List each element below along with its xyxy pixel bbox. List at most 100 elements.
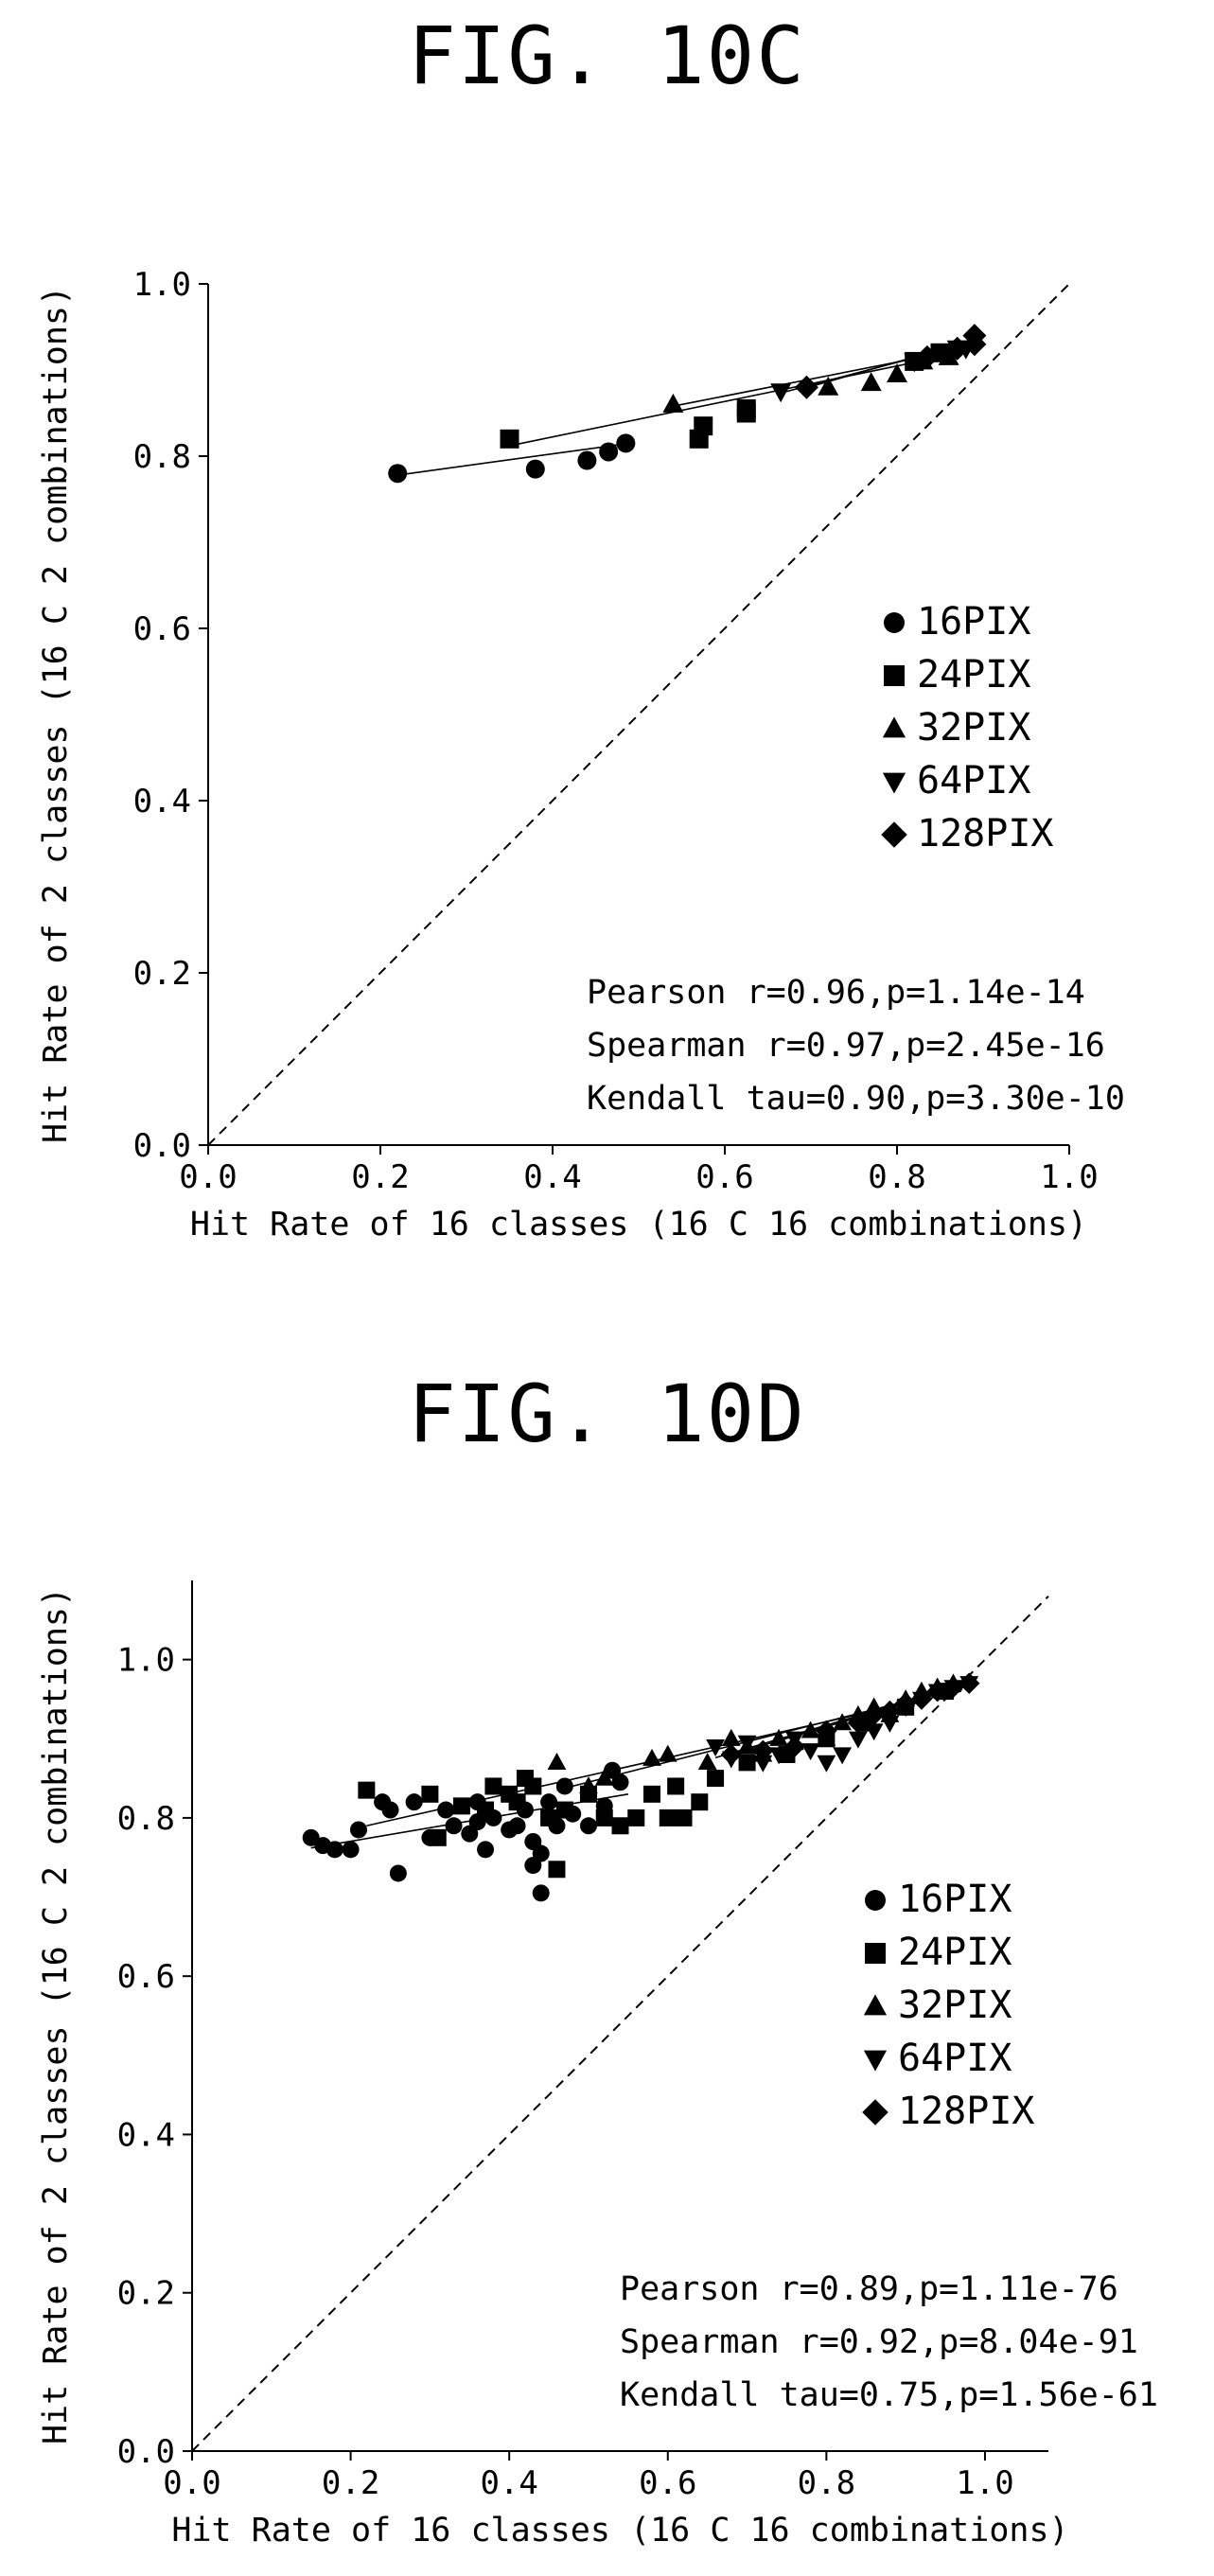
x-tick-label: 1.0 bbox=[1040, 1158, 1098, 1196]
stat-annotation: Kendall tau=0.90,p=3.30e-10 bbox=[587, 1080, 1125, 1118]
data-point-16pix bbox=[325, 1841, 343, 1859]
y-tick-label: 0.8 bbox=[117, 1800, 175, 1838]
y-tick-label: 0.4 bbox=[117, 2116, 175, 2154]
data-point-16pix bbox=[508, 1817, 526, 1835]
data-point-128pix bbox=[752, 1739, 774, 1762]
legend-label-16pix: 16PIX bbox=[917, 600, 1030, 644]
data-point-16pix bbox=[579, 1817, 597, 1835]
data-point-16pix bbox=[445, 1817, 463, 1835]
data-point-24pix bbox=[611, 1817, 629, 1835]
legend-marker-128pix bbox=[881, 821, 907, 848]
stat-annotation: Pearson r=0.96,p=1.14e-14 bbox=[587, 974, 1085, 1012]
data-point-128pix bbox=[879, 1700, 901, 1722]
x-tick-label: 0.0 bbox=[179, 1158, 237, 1196]
data-point-32pix bbox=[579, 1776, 598, 1794]
data-point-16pix bbox=[381, 1801, 399, 1819]
stat-annotation: Spearman r=0.97,p=2.45e-16 bbox=[587, 1027, 1105, 1065]
stat-annotation: Kendall tau=0.75,p=1.56e-61 bbox=[620, 2376, 1158, 2414]
reference-diagonal-line bbox=[191, 1596, 1049, 2452]
data-point-128pix bbox=[958, 1672, 980, 1694]
data-point-24pix bbox=[627, 1808, 645, 1826]
data-point-16pix bbox=[532, 1884, 550, 1902]
data-point-32pix bbox=[547, 1753, 567, 1771]
x-tick-label: 0.6 bbox=[695, 1158, 753, 1196]
legend-label-64pix: 64PIX bbox=[898, 2037, 1012, 2080]
data-point-32pix bbox=[833, 1713, 853, 1731]
x-axis-label: Hit Rate of 16 classes (16 C 16 combinat… bbox=[171, 2512, 1068, 2550]
data-point-128pix bbox=[910, 1688, 933, 1710]
data-point-24pix bbox=[595, 1808, 613, 1826]
data-point-64pix bbox=[817, 1755, 836, 1773]
data-point-128pix bbox=[945, 336, 970, 361]
chart-fig-10d: 0.0 0.2 0.4 0.6 0.8 1.0 0.0 0.2 0.4 0.6 0.8 1.0 Hit … bbox=[37, 1580, 1158, 2550]
data-point-16pix bbox=[577, 450, 597, 470]
data-point-16pix bbox=[477, 1841, 495, 1859]
x-tick-label: 0.0 bbox=[163, 2464, 220, 2502]
data-point-24pix bbox=[738, 1754, 756, 1772]
y-tick-label: 0.0 bbox=[133, 1127, 191, 1165]
legend-label-16pix: 16PIX bbox=[898, 1878, 1012, 1921]
stat-annotation: Pearson r=0.89,p=1.11e-76 bbox=[620, 2270, 1118, 2308]
data-point-128pix bbox=[942, 1676, 964, 1699]
legend-marker-16pix bbox=[884, 612, 905, 633]
legend-marker-16pix bbox=[865, 1890, 886, 1911]
data-point-24pix bbox=[659, 1808, 677, 1826]
data-point-24pix bbox=[477, 1801, 495, 1819]
data-point-16pix bbox=[599, 442, 619, 462]
data-point-16pix bbox=[524, 1857, 542, 1875]
data-point-128pix bbox=[783, 1736, 806, 1757]
data-point-32pix bbox=[801, 1720, 820, 1738]
data-point-24pix bbox=[555, 1801, 573, 1819]
y-axis-label: Hit Rate of 2 classes (16 C 2 combinatio… bbox=[37, 286, 75, 1143]
data-point-16pix bbox=[555, 1777, 573, 1795]
data-point-16pix bbox=[405, 1793, 423, 1811]
data-point-64pix bbox=[706, 1738, 725, 1756]
data-point-128pix bbox=[794, 375, 818, 399]
data-point-16pix bbox=[437, 1801, 455, 1819]
x-tick-label: 0.8 bbox=[868, 1158, 925, 1196]
legend-label-24pix: 24PIX bbox=[898, 1931, 1012, 1974]
data-point-24pix bbox=[694, 416, 713, 436]
y-tick-label: 0.6 bbox=[133, 610, 191, 648]
data-point-24pix bbox=[643, 1785, 661, 1803]
legend-label-32pix: 32PIX bbox=[917, 706, 1030, 750]
y-tick-label: 1.0 bbox=[117, 1642, 175, 1680]
fit-line-24pix bbox=[509, 356, 941, 447]
legend-label-24pix: 24PIX bbox=[917, 653, 1030, 697]
figure-title-10c: FIG. 10C bbox=[408, 9, 806, 102]
data-point-16pix bbox=[525, 459, 545, 479]
data-point-128pix bbox=[962, 324, 987, 348]
data-point-128pix bbox=[847, 1712, 870, 1734]
y-tick-label: 0.6 bbox=[117, 1958, 175, 1996]
data-point-32pix bbox=[594, 1768, 614, 1786]
data-point-32pix bbox=[721, 1728, 741, 1746]
data-point-128pix bbox=[720, 1743, 743, 1766]
y-axis-label: Hit Rate of 2 classes (16 C 2 combinatio… bbox=[37, 1587, 75, 2444]
data-point-24pix bbox=[667, 1777, 685, 1795]
data-point-64pix bbox=[737, 1735, 757, 1753]
data-point-32pix bbox=[662, 393, 684, 413]
legend-marker-32pix bbox=[863, 1994, 888, 2016]
legend-label-64pix: 64PIX bbox=[917, 759, 1030, 803]
x-tick-label: 0.4 bbox=[523, 1158, 581, 1196]
stat-annotation: Spearman r=0.92,p=8.04e-91 bbox=[620, 2323, 1138, 2361]
y-tick-label: 0.2 bbox=[133, 955, 191, 993]
data-point-32pix bbox=[887, 363, 907, 383]
data-point-32pix bbox=[642, 1748, 661, 1766]
data-point-16pix bbox=[388, 464, 408, 484]
legend-label-128pix: 128PIX bbox=[898, 2090, 1035, 2133]
chart-fig-10c: 0.0 0.2 0.4 0.6 0.8 1.0 0.0 0.2 0.4 0.6 0.8 1.0 Hit … bbox=[37, 266, 1125, 1244]
data-point-24pix bbox=[500, 429, 519, 449]
data-point-16pix bbox=[349, 1821, 367, 1839]
data-point-32pix bbox=[769, 1728, 788, 1746]
legend-marker-64pix bbox=[863, 2050, 888, 2072]
fit-line-16pix bbox=[397, 442, 631, 476]
data-point-32pix bbox=[658, 1744, 677, 1762]
data-point-24pix bbox=[358, 1781, 376, 1799]
figure-title-10d: FIG. 10D bbox=[408, 1367, 806, 1460]
data-point-32pix bbox=[697, 1753, 717, 1771]
y-tick-label: 0.0 bbox=[117, 2433, 175, 2471]
data-point-128pix bbox=[863, 1703, 885, 1726]
data-point-16pix bbox=[389, 1864, 407, 1882]
data-point-24pix bbox=[691, 1793, 709, 1811]
